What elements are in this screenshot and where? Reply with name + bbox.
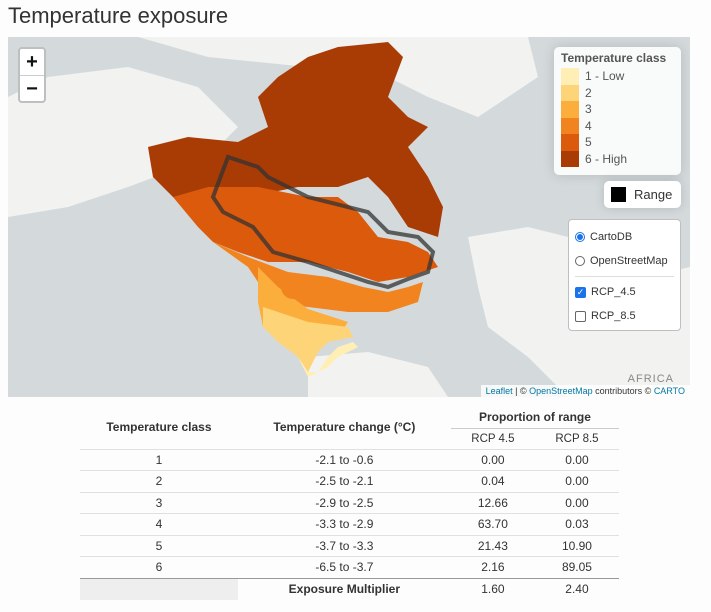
legend-label: 2	[585, 85, 592, 100]
carto-link[interactable]: CARTO	[653, 386, 685, 396]
cell-rcp45: 2.16	[481, 560, 505, 575]
checkbox-checked-icon[interactable]: ✓	[575, 286, 586, 298]
legend-item: 6 - High	[561, 150, 674, 167]
cell-class: 5	[155, 538, 163, 553]
cell-rcp85: 0.00	[565, 474, 589, 489]
cell-rcp45: 12.66	[477, 495, 508, 510]
table-row: 5 -3.7 to -3.3 21.43 10.90	[80, 535, 619, 557]
map-view[interactable]: + − Temperature class 1 - Low 2 3 4 5 6 …	[8, 37, 690, 397]
map-attribution: Leaflet | © OpenStreetMap contributors ©…	[480, 385, 690, 397]
footer-rcp85: 2.40	[565, 582, 589, 596]
legend-swatch	[561, 101, 579, 118]
cell-rcp85: 0.00	[565, 452, 589, 467]
footer-rcp45: 1.60	[481, 582, 505, 596]
cell-class: 6	[155, 560, 163, 575]
page-title: Temperature exposure	[8, 3, 229, 28]
footer-empty-cell	[80, 578, 238, 600]
legend-item: 3	[561, 101, 674, 118]
legend-swatch	[561, 84, 579, 101]
legend-label: 4	[585, 118, 592, 133]
radio-icon[interactable]	[575, 232, 585, 242]
legend-item: 5	[561, 134, 674, 151]
table-row: 6 -6.5 to -3.7 2.16 89.05	[80, 556, 619, 579]
cell-class: 3	[155, 495, 163, 510]
checkbox-icon[interactable]	[575, 310, 586, 322]
footer-label: Exposure Multiplier	[288, 582, 401, 596]
osm-link[interactable]: OpenStreetMap	[529, 386, 593, 396]
radio-icon[interactable]	[575, 256, 585, 266]
cell-rcp45: 0.00	[481, 452, 505, 467]
exposure-table: Temperature class Temperature change (°C…	[80, 406, 619, 600]
legend-swatch	[561, 68, 579, 85]
header-rcp45: RCP 4.5	[471, 432, 515, 445]
cell-change: -2.9 to -2.5	[315, 495, 374, 510]
range-swatch	[611, 187, 626, 202]
legend-label: 1 - Low	[585, 69, 625, 84]
cell-change: -3.3 to -2.9	[315, 517, 374, 532]
cell-rcp85: 0.03	[565, 517, 589, 532]
zoom-control: + −	[18, 47, 46, 103]
attribution-contributors: contributors ©	[592, 386, 654, 396]
overlay-label: RCP_8.5	[591, 310, 636, 322]
cell-change: -2.1 to -0.6	[315, 452, 374, 467]
range-legend: Range	[604, 181, 681, 208]
legend-item: 4	[561, 117, 674, 134]
leaflet-link[interactable]: Leaflet	[485, 386, 513, 396]
layers-control: CartoDB OpenStreetMap ✓ RCP_4.5 RCP_8.5	[568, 219, 681, 331]
table-row: 2 -2.5 to -2.1 0.04 0.00	[80, 470, 619, 493]
attribution-separator: | ©	[512, 386, 530, 396]
cell-class: 2	[155, 474, 163, 489]
base-layer-label: CartoDB	[590, 231, 633, 243]
cell-change: -2.5 to -2.1	[315, 474, 374, 489]
overlay-label: RCP_4.5	[591, 286, 636, 298]
header-proportion-group: Proportion of range	[450, 406, 619, 429]
legend-swatch	[561, 150, 579, 167]
overlay-rcp85[interactable]: RCP_8.5	[575, 304, 674, 328]
cell-rcp85: 10.90	[561, 538, 592, 553]
zoom-in-button[interactable]: +	[26, 51, 38, 73]
legend-item: 2	[561, 84, 674, 101]
header-temperature-class: Temperature class	[106, 420, 212, 435]
base-layer-cartodb[interactable]: CartoDB	[575, 225, 674, 249]
cell-change: -3.7 to -3.3	[315, 538, 374, 553]
legend-title: Temperature class	[561, 51, 667, 65]
cell-rcp85: 0.00	[565, 495, 589, 510]
base-layer-label: OpenStreetMap	[590, 255, 668, 267]
legend-label: 6 - High	[585, 151, 628, 166]
legend-item: 1 - Low	[561, 68, 674, 85]
legend-label: 3	[585, 102, 592, 117]
cell-rcp85: 89.05	[561, 560, 592, 575]
table-footer-row: Exposure Multiplier 1.60 2.40	[80, 578, 619, 600]
base-layer-openstreetmap[interactable]: OpenStreetMap	[575, 249, 674, 273]
cell-class: 4	[155, 517, 163, 532]
table-row: 4 -3.3 to -2.9 63.70 0.03	[80, 513, 619, 536]
legend-swatch	[561, 117, 579, 134]
table-row: 1 -2.1 to -0.6 0.00 0.00	[80, 449, 619, 471]
legend-swatch	[561, 134, 579, 151]
table-row: 3 -2.9 to -2.5 12.66 0.00	[80, 492, 619, 514]
range-label: Range	[634, 187, 673, 202]
overlay-rcp45[interactable]: ✓ RCP_4.5	[575, 280, 674, 304]
temperature-class-legend: Temperature class 1 - Low 2 3 4 5 6 - Hi…	[554, 47, 681, 175]
cell-rcp45: 63.70	[477, 517, 508, 532]
cell-change: -6.5 to -3.7	[315, 560, 374, 575]
zoom-out-button[interactable]: −	[20, 75, 44, 101]
legend-label: 5	[585, 135, 592, 150]
cell-rcp45: 21.43	[477, 538, 508, 553]
cell-class: 1	[155, 452, 163, 467]
layers-divider	[575, 276, 674, 277]
cell-rcp45: 0.04	[481, 474, 505, 489]
map-place-label: AFRICA	[627, 373, 674, 385]
header-temperature-change: Temperature change (°C)	[273, 420, 416, 435]
header-rcp85: RCP 8.5	[555, 432, 599, 445]
